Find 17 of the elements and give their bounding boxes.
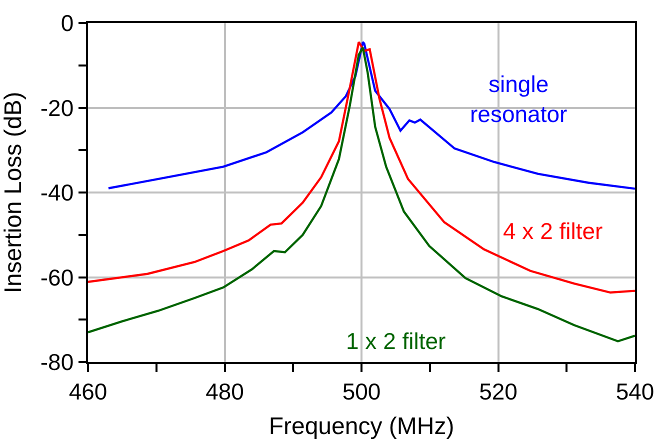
x-tick-label: 460	[68, 378, 108, 404]
x-axis-title: Frequency (MHz)	[268, 413, 454, 440]
y-axis-title: Insertion Loss (dB)	[0, 92, 27, 294]
x-tick-label: 480	[206, 378, 244, 404]
x-tick-label: 500	[342, 378, 381, 404]
series-label: 4 x 2 filter	[503, 218, 604, 244]
y-tick-label: -80	[40, 349, 74, 376]
y-tick-label: -20	[40, 94, 74, 121]
y-tick-label: -60	[40, 264, 74, 290]
text: 1 x 2 filter	[346, 328, 446, 354]
line-series	[107, 40, 635, 190]
y-tick-label: 0	[60, 10, 74, 36]
x-tick-label: 540	[616, 378, 654, 404]
line-series	[88, 40, 635, 294]
x-tick-label: 520	[479, 378, 518, 404]
series-label: single resonator	[470, 71, 568, 127]
y-tick-label: -40	[40, 180, 74, 206]
